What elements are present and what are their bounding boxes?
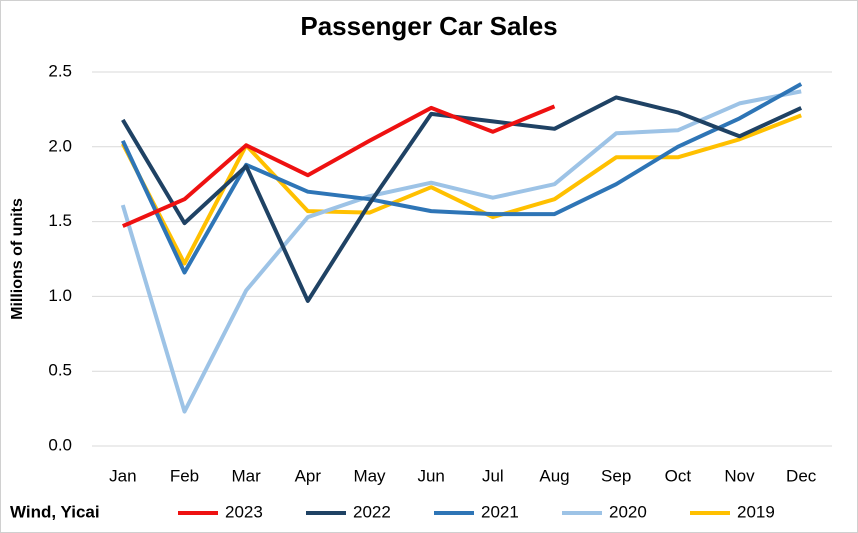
series-line (121, 113, 802, 266)
x-tick-label: Sep (601, 466, 631, 485)
series-line (120, 82, 803, 275)
y-axis-label: Millions of units (9, 198, 26, 320)
x-tick-label: Mar (232, 466, 262, 485)
legend-label: 2021 (481, 502, 519, 521)
legend-label: 2022 (353, 502, 391, 521)
x-tick-label: Aug (539, 466, 569, 485)
x-tick-label: Feb (170, 466, 199, 485)
legend-label: 2023 (225, 502, 263, 521)
y-tick-label: 0.5 (48, 361, 72, 380)
series-line (122, 104, 556, 228)
y-tick-label: 1.0 (48, 286, 72, 305)
y-tick-label: 0.0 (48, 435, 72, 454)
x-tick-label: May (353, 466, 386, 485)
chart-title: Passenger Car Sales (300, 11, 557, 41)
x-tick-label: Jun (417, 466, 444, 485)
y-tick-label: 1.5 (48, 211, 72, 230)
y-tick-label: 2.5 (48, 61, 72, 80)
legend-label: 2019 (737, 502, 775, 521)
x-tick-label: Apr (295, 466, 322, 485)
series-line (121, 95, 803, 303)
legend-label: 2020 (609, 502, 647, 521)
series-line (120, 89, 802, 414)
source: Wind, Yicai (10, 502, 100, 521)
x-tick-label: Dec (786, 466, 817, 485)
x-tick-label: Jul (482, 466, 504, 485)
x-tick-label: Jan (109, 466, 136, 485)
x-tick-label: Oct (665, 466, 692, 485)
y-tick-label: 2.0 (48, 136, 72, 155)
x-tick-label: Nov (724, 466, 755, 485)
